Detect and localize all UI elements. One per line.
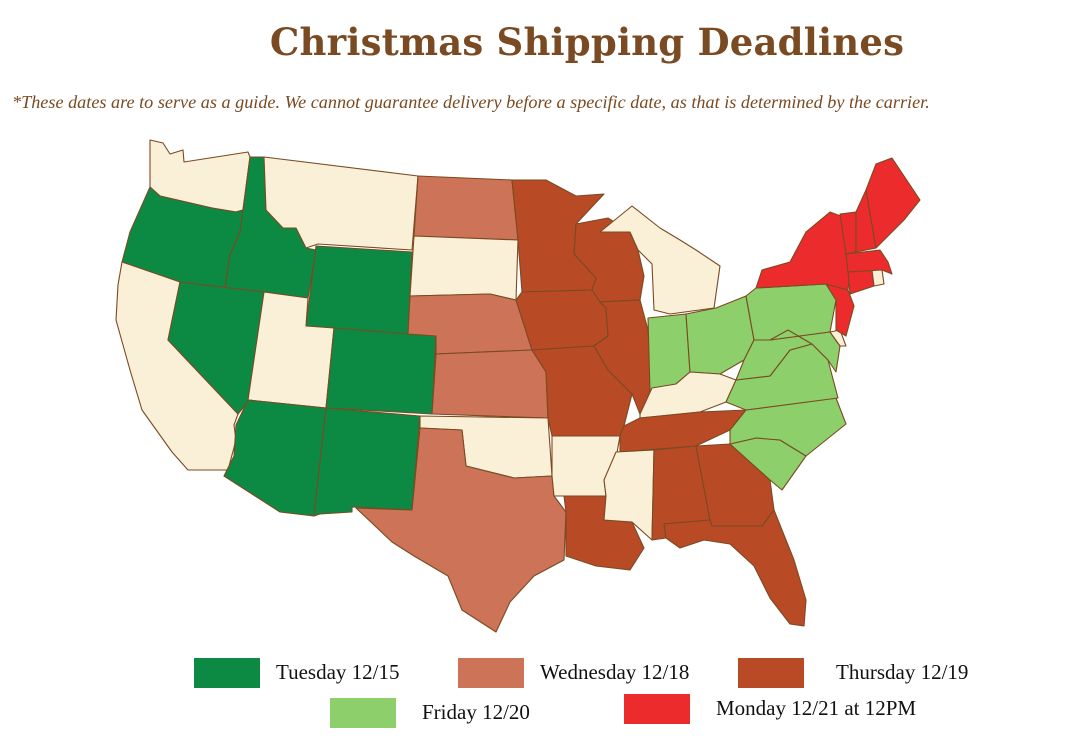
legend-swatch-thursday (738, 658, 804, 688)
legend-item-tuesday: Tuesday 12/15 (194, 658, 454, 688)
legend-item-thursday: Thursday 12/19 (738, 658, 1058, 688)
state-RI[interactable] (871, 269, 885, 287)
disclaimer-note: *These dates are to serve as a guide. We… (12, 92, 930, 112)
state-NV[interactable] (167, 281, 265, 415)
state-KS[interactable] (431, 349, 549, 419)
legend-item-wednesday: Wednesday 12/18 (458, 658, 738, 688)
state-TX[interactable] (355, 427, 567, 633)
legend-swatch-wednesday (458, 658, 524, 688)
state-IL[interactable] (593, 299, 653, 415)
legend-label-friday: Friday 12/20 (422, 700, 530, 724)
us-map (115, 139, 921, 633)
state-CT[interactable] (847, 269, 875, 295)
state-IA[interactable] (515, 289, 609, 351)
page-title: Christmas Shipping Deadlines (269, 20, 905, 64)
state-ND[interactable] (413, 175, 519, 241)
legend-label-tuesday: Tuesday 12/15 (276, 660, 400, 684)
legend-swatch-friday (330, 698, 396, 728)
legend-item-monday: Monday 12/21 at 12PM (624, 694, 964, 724)
legend-label-thursday: Thursday 12/19 (836, 660, 969, 684)
legend-item-friday: Friday 12/20 (330, 698, 590, 728)
state-NM[interactable] (313, 407, 421, 517)
state-SD[interactable] (409, 235, 519, 301)
legend-swatch-monday (624, 694, 690, 724)
state-MA[interactable] (845, 249, 893, 275)
legend-swatch-tuesday (194, 658, 260, 688)
legend-label-wednesday: Wednesday 12/18 (540, 660, 690, 684)
state-FL[interactable] (663, 509, 807, 627)
state-WY[interactable] (305, 245, 413, 335)
state-NY[interactable] (755, 211, 851, 291)
legend-label-monday: Monday 12/21 at 12PM (716, 696, 917, 720)
state-AZ[interactable] (223, 399, 327, 517)
state-CO[interactable] (325, 327, 437, 415)
state-ME[interactable] (865, 157, 921, 249)
